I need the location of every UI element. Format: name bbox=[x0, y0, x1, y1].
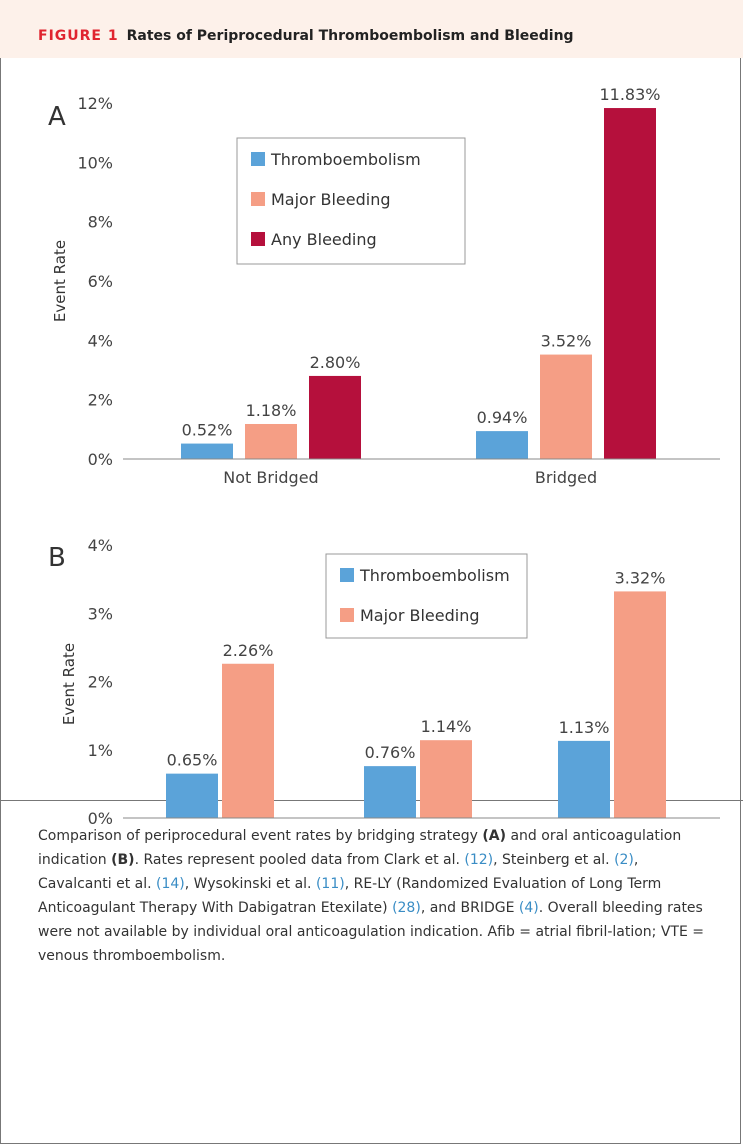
legend-swatch bbox=[251, 192, 265, 206]
citation-link[interactable]: (14) bbox=[156, 876, 185, 892]
caption-text: , RE-LY (Randomized Evaluation of Long T… bbox=[38, 876, 662, 916]
x-tick-label: Afib bbox=[204, 827, 235, 830]
caption-text: . Rates represent pooled data from Clark… bbox=[134, 852, 465, 868]
legend-swatch bbox=[340, 608, 354, 622]
data-label: 0.52% bbox=[182, 421, 233, 440]
data-label: 0.65% bbox=[167, 751, 218, 770]
bar-major-bleeding bbox=[540, 354, 592, 459]
data-label: 2.80% bbox=[310, 353, 361, 372]
bar-any-bleeding bbox=[309, 375, 361, 459]
data-label: 0.94% bbox=[477, 408, 528, 427]
legend-entry: Any Bleeding bbox=[271, 230, 377, 249]
y-tick-label: 2% bbox=[88, 391, 113, 410]
panel-label: A bbox=[48, 102, 66, 132]
legend-swatch bbox=[340, 568, 354, 582]
y-tick-label: 12% bbox=[77, 94, 113, 113]
caption-text: , Steinberg et al. bbox=[493, 852, 615, 868]
chart-panel-b: B 0% 1% 2% 3% 4% Event Rate 0.65% 2.26% Afib 0.76%… bbox=[48, 536, 720, 830]
y-tick-label: 2% bbox=[88, 673, 113, 692]
legend-entry: Major Bleeding bbox=[360, 606, 480, 625]
y-axis-label: Event Rate bbox=[60, 643, 78, 725]
legend-swatch bbox=[251, 232, 265, 246]
figure-number-label: FIGURE 1 bbox=[38, 28, 119, 44]
x-tick-label: Not Bridged bbox=[223, 468, 318, 487]
y-tick-label: 10% bbox=[77, 153, 113, 172]
bar-major-bleeding bbox=[614, 591, 666, 818]
legend-entry: Thromboembolism bbox=[270, 150, 421, 169]
citation-link[interactable]: (12) bbox=[464, 852, 494, 868]
figure-title: FIGURE 1 Rates of Periprocedural Thromboe… bbox=[38, 28, 574, 44]
data-label: 3.52% bbox=[541, 332, 592, 351]
y-axis-label: Event Rate bbox=[51, 240, 69, 322]
caption-bold: (B) bbox=[111, 852, 135, 868]
data-label: 1.13% bbox=[559, 718, 610, 737]
y-tick-label: 1% bbox=[88, 741, 113, 760]
caption-text: Comparison of periprocedural event rates… bbox=[38, 828, 483, 844]
citation-link[interactable]: (2) bbox=[614, 852, 634, 868]
legend-box bbox=[236, 137, 466, 265]
citation-link[interactable]: (11) bbox=[315, 876, 345, 892]
legend-box bbox=[325, 553, 528, 639]
bar-major-bleeding bbox=[222, 663, 274, 818]
legend-swatch bbox=[251, 152, 265, 166]
bar-thromboembolism bbox=[166, 773, 218, 818]
bar-thromboembolism bbox=[476, 431, 528, 459]
caption-text: . Overall bleeding rates were not availa… bbox=[38, 900, 704, 964]
bar-thromboembolism bbox=[558, 740, 610, 818]
data-label: 2.26% bbox=[223, 641, 274, 660]
y-tick-label: 8% bbox=[88, 213, 113, 232]
legend-entry: Thromboembolism bbox=[359, 566, 510, 585]
caption-text: , Wysokinski et al. bbox=[184, 876, 316, 892]
citation-link[interactable]: (4) bbox=[518, 900, 539, 916]
x-tick-label: Bridged bbox=[535, 468, 597, 487]
y-tick-label: 3% bbox=[88, 604, 113, 623]
panel-label: B bbox=[48, 543, 66, 573]
figure-header: FIGURE 1 Rates of Periprocedural Thromboe… bbox=[0, 0, 743, 58]
y-tick-label: 0% bbox=[88, 450, 113, 469]
x-tick-label: VTE bbox=[403, 827, 434, 830]
caption-text: and oral anticoagulation indication bbox=[38, 828, 682, 868]
data-label: 1.18% bbox=[246, 401, 297, 420]
bar-any-bleeding bbox=[604, 108, 656, 459]
y-tick-label: 4% bbox=[88, 536, 113, 555]
x-tick-label: Mechanical Valves bbox=[539, 827, 686, 830]
bar-thromboembolism bbox=[181, 443, 233, 459]
legend-entry: Major Bleeding bbox=[271, 190, 391, 209]
data-label: 11.83% bbox=[599, 85, 660, 104]
chart-panel-a: A 0% 2% 4% 6% 8% 10% 12% Event Rate 0.52% 1.18% 2.8… bbox=[48, 85, 720, 487]
caption-bold: (A) bbox=[482, 828, 507, 844]
y-tick-label: 0% bbox=[88, 809, 113, 828]
data-label: 3.32% bbox=[615, 568, 666, 587]
data-label: 1.14% bbox=[421, 717, 472, 736]
y-tick-label: 6% bbox=[88, 272, 113, 291]
caption-text: , and BRIDGE bbox=[420, 900, 519, 916]
bar-major-bleeding bbox=[245, 423, 297, 459]
bar-major-bleeding bbox=[420, 740, 472, 818]
citation-link[interactable]: (28) bbox=[392, 900, 421, 916]
data-label: 0.76% bbox=[365, 743, 416, 762]
bar-thromboembolism bbox=[364, 766, 416, 818]
figure-caption: Comparison of periprocedural event rates… bbox=[38, 824, 713, 968]
y-tick-label: 4% bbox=[88, 331, 113, 350]
figure-title-text: Rates of Periprocedural Thromboembolism … bbox=[126, 28, 574, 44]
caption-text: , Cavalcanti et al. bbox=[38, 852, 639, 892]
figure-frame bbox=[0, 58, 741, 1144]
